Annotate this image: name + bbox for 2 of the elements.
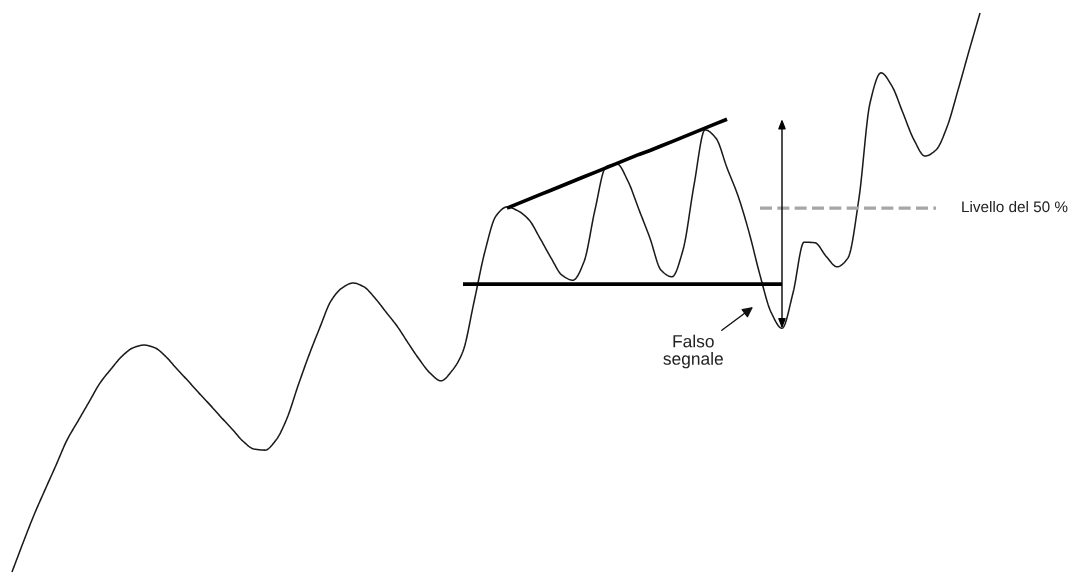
series-label: Livello del 50 %	[962, 200, 1068, 213]
annotation: Falso segnale	[663, 334, 723, 369]
